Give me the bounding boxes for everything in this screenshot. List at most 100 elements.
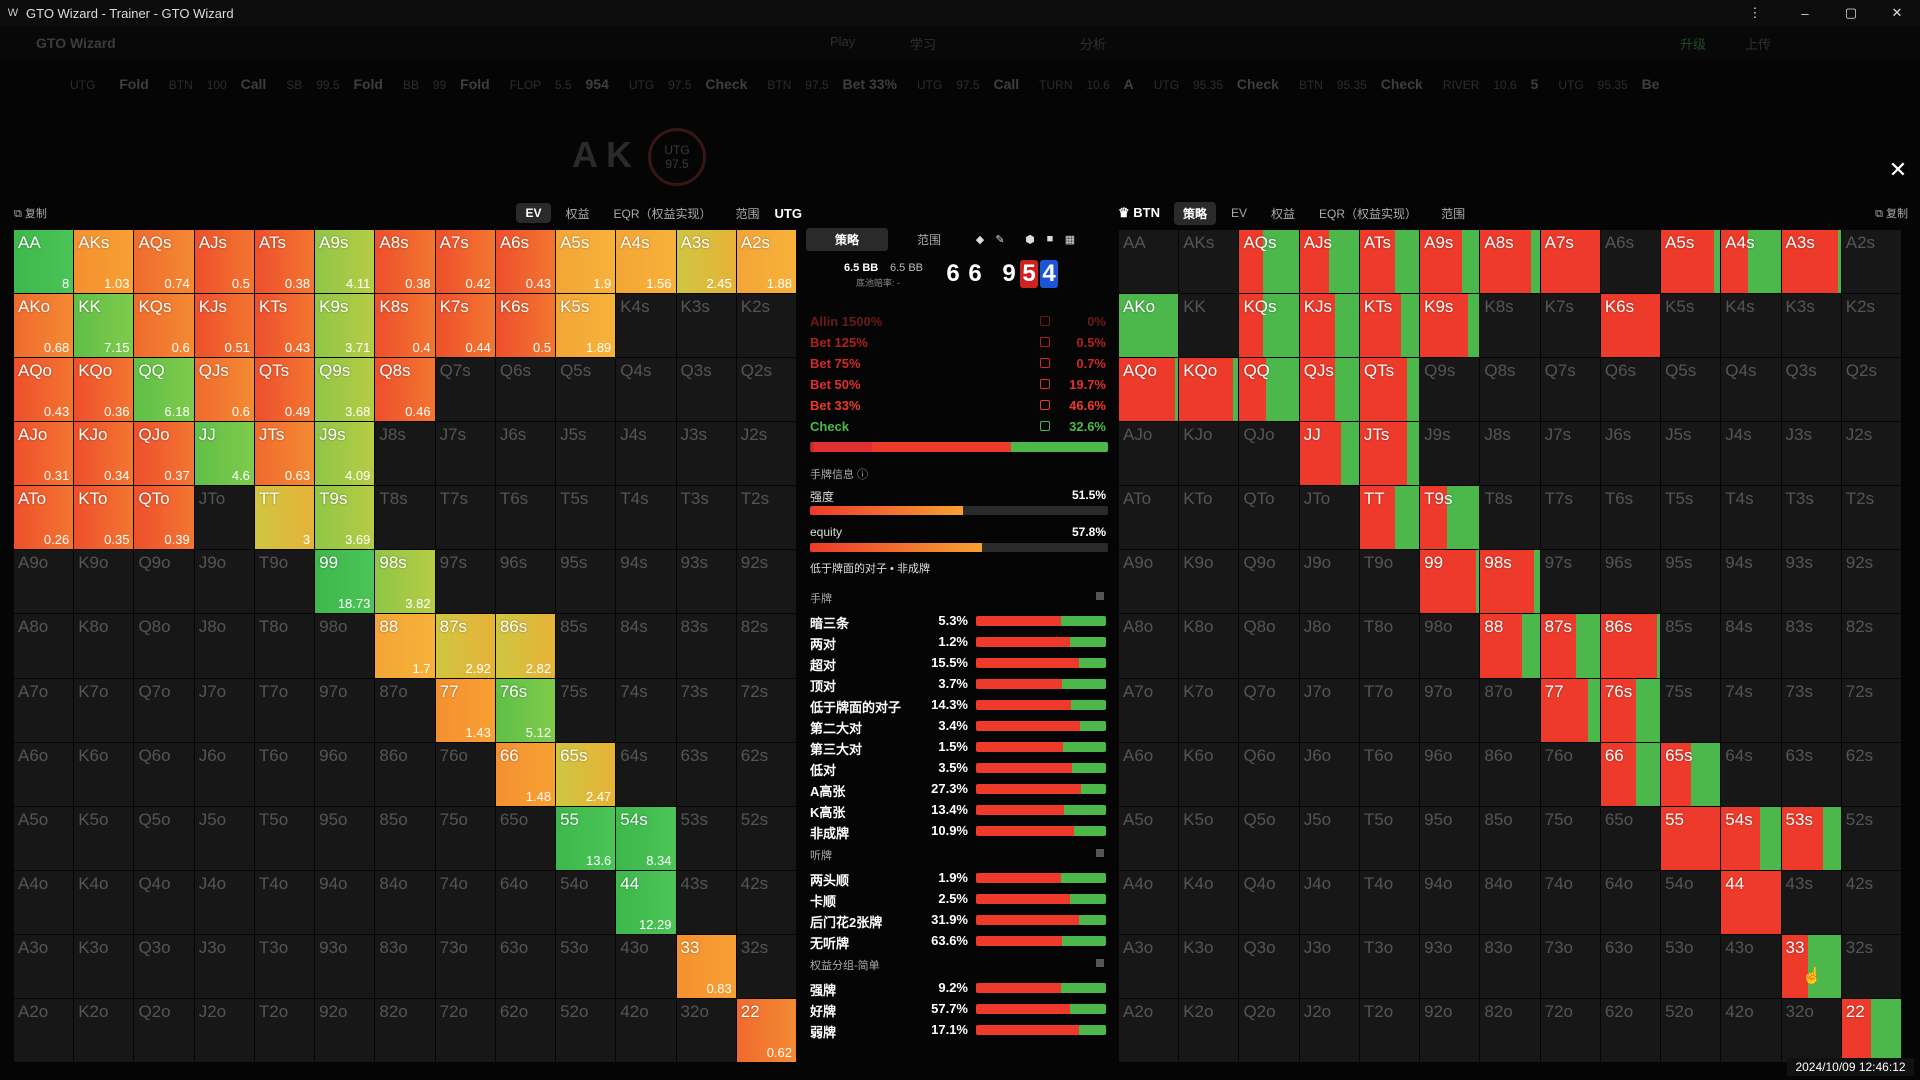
hand-cell-Q4s[interactable]: Q4s <box>1721 358 1781 422</box>
hand-cell-62s[interactable]: 62s <box>1841 742 1901 806</box>
hand-cell-Q7s[interactable]: Q7s <box>435 358 495 422</box>
hand-cell-AQs[interactable]: AQs 0.74 <box>134 230 194 294</box>
hand-cell-Q6s[interactable]: Q6s <box>1600 358 1661 422</box>
hand-cell-82o[interactable]: 82o <box>375 998 435 1062</box>
action-row-3[interactable]: Bet 50% 19.7% <box>806 375 1112 396</box>
hand-cell-J6o[interactable]: J6o <box>194 742 254 806</box>
hand-cell-94s[interactable]: 94s <box>1721 550 1781 614</box>
hand-cell-T2s[interactable]: T2s <box>1841 486 1901 550</box>
edit-icon[interactable]: ✎ <box>995 233 1005 246</box>
category-row[interactable]: 后门花2张牌 31.9% <box>810 909 1108 930</box>
hand-cell-43o[interactable]: 43o <box>616 934 676 998</box>
category-row[interactable]: 低对 3.5% <box>810 757 1108 778</box>
hand-cell-A4o[interactable]: A4o <box>14 870 74 934</box>
hand-cell-KK[interactable]: KK <box>1179 294 1239 358</box>
hand-cell-JJ[interactable]: JJ <box>1299 422 1359 486</box>
hand-cell-K5o[interactable]: K5o <box>1179 806 1239 870</box>
hand-cell-J2o[interactable]: J2o <box>1299 998 1359 1062</box>
hand-cell-AKs[interactable]: AKs <box>1179 230 1239 294</box>
grid-icon[interactable]: ▦ <box>1064 233 1076 246</box>
action-step-2[interactable]: SB 99.5 Fold <box>286 76 393 92</box>
hand-cell-J8s[interactable]: J8s <box>1480 422 1540 486</box>
hand-cell-T4o[interactable]: T4o <box>1359 870 1420 934</box>
hand-cell-J5s[interactable]: J5s <box>556 422 616 486</box>
close-overlay-icon[interactable]: ✕ <box>1888 157 1908 182</box>
hand-cell-J2o[interactable]: J2o <box>194 998 254 1062</box>
action-step-10[interactable]: BTN 95.35 Check <box>1299 76 1433 92</box>
hand-cell-72s[interactable]: 72s <box>1841 678 1901 742</box>
hand-cell-T9s[interactable]: T9s <box>1420 486 1480 550</box>
category-row[interactable]: 两头顺 1.9% <box>810 867 1108 888</box>
hand-cell-87o[interactable]: 87o <box>1480 678 1540 742</box>
hand-cell-82s[interactable]: 82s <box>1841 614 1901 678</box>
hand-cell-K5o[interactable]: K5o <box>74 806 134 870</box>
hand-cell-76s[interactable]: 76s <box>1600 678 1661 742</box>
hand-cell-72o[interactable]: 72o <box>1540 998 1600 1062</box>
hand-cell-T6s[interactable]: T6s <box>495 486 556 550</box>
hand-cell-AA[interactable]: AA <box>1119 230 1179 294</box>
action-step-8[interactable]: TURN 10.6 A <box>1039 76 1144 92</box>
hand-cell-T3s[interactable]: T3s <box>1781 486 1841 550</box>
hand-cell-74o[interactable]: 74o <box>435 870 495 934</box>
tab-eqr-left[interactable]: EQR（权益实现） <box>613 206 712 221</box>
hand-cell-A7s[interactable]: A7s <box>1540 230 1600 294</box>
hand-cell-87s[interactable]: 87s <box>1540 614 1600 678</box>
hand-cell-A3o[interactable]: A3o <box>1119 934 1179 998</box>
hand-cell-53s[interactable]: 53s <box>676 806 736 870</box>
action-row-4[interactable]: Bet 33% 46.6% <box>806 396 1112 417</box>
hand-cell-Q3s[interactable]: Q3s <box>676 358 736 422</box>
action-step-0[interactable]: UTG Fold <box>70 76 159 92</box>
hand-cell-J5s[interactable]: J5s <box>1661 422 1721 486</box>
hand-cell-A8o[interactable]: A8o <box>1119 614 1179 678</box>
hand-cell-33[interactable]: 33 <box>1781 934 1841 998</box>
action-step-12[interactable]: UTG 95.35 Be <box>1558 76 1669 92</box>
category-row[interactable]: 好牌 57.7% <box>810 998 1108 1019</box>
hand-cell-97s[interactable]: 97s <box>435 550 495 614</box>
hand-cell-85s[interactable]: 85s <box>1661 614 1721 678</box>
category-row[interactable]: K高张 13.4% <box>810 799 1108 820</box>
hand-cell-A2s[interactable]: A2s 1.88 <box>736 230 796 294</box>
hand-cell-T7s[interactable]: T7s <box>435 486 495 550</box>
hand-cell-A5o[interactable]: A5o <box>1119 806 1179 870</box>
hand-cell-83s[interactable]: 83s <box>1781 614 1841 678</box>
hand-cell-88[interactable]: 88 1.7 <box>375 614 435 678</box>
hand-cell-K9s[interactable]: K9s 3.71 <box>315 294 375 358</box>
hand-cell-AJs[interactable]: AJs 0.5 <box>194 230 254 294</box>
hand-cell-82s[interactable]: 82s <box>736 614 796 678</box>
hand-cell-74s[interactable]: 74s <box>1721 678 1781 742</box>
hand-cell-Q8s[interactable]: Q8s <box>1480 358 1540 422</box>
hand-cell-J6s[interactable]: J6s <box>495 422 556 486</box>
hand-cell-TT[interactable]: TT <box>1359 486 1420 550</box>
hand-cell-Q4s[interactable]: Q4s <box>616 358 676 422</box>
hand-cell-85o[interactable]: 85o <box>375 806 435 870</box>
hand-cell-87o[interactable]: 87o <box>375 678 435 742</box>
tab-mid-strategy[interactable]: 策略 <box>806 227 888 251</box>
hand-cell-K9o[interactable]: K9o <box>1179 550 1239 614</box>
hand-cell-KQo[interactable]: KQo 0.36 <box>74 358 134 422</box>
hand-cell-J9o[interactable]: J9o <box>1299 550 1359 614</box>
category-row[interactable]: 暗三条 5.3% <box>810 610 1108 631</box>
category-row[interactable]: 无听牌 63.6% <box>810 930 1108 951</box>
hand-cell-T7o[interactable]: T7o <box>254 678 315 742</box>
hand-cell-A7o[interactable]: A7o <box>14 678 74 742</box>
hand-cell-A7s[interactable]: A7s 0.42 <box>435 230 495 294</box>
hand-cell-84s[interactable]: 84s <box>1721 614 1781 678</box>
hand-cell-K4o[interactable]: K4o <box>74 870 134 934</box>
hand-cell-65o[interactable]: 65o <box>495 806 556 870</box>
hand-cell-92s[interactable]: 92s <box>736 550 796 614</box>
hand-cell-T2o[interactable]: T2o <box>254 998 315 1062</box>
hand-cell-A9o[interactable]: A9o <box>1119 550 1179 614</box>
hand-cell-94s[interactable]: 94s <box>616 550 676 614</box>
hand-cell-T8o[interactable]: T8o <box>254 614 315 678</box>
hand-cell-A9o[interactable]: A9o <box>14 550 74 614</box>
hand-cell-43s[interactable]: 43s <box>676 870 736 934</box>
hand-cell-32s[interactable]: 32s <box>1841 934 1901 998</box>
hand-cell-Q6s[interactable]: Q6s <box>495 358 556 422</box>
hand-cell-KJs[interactable]: KJs <box>1299 294 1359 358</box>
hand-cell-63s[interactable]: 63s <box>1781 742 1841 806</box>
hand-cell-Q5o[interactable]: Q5o <box>134 806 194 870</box>
hand-cell-T5o[interactable]: T5o <box>1359 806 1420 870</box>
hand-cell-K6s[interactable]: K6s <box>1600 294 1661 358</box>
category-row[interactable]: 弱牌 17.1% <box>810 1019 1108 1040</box>
hand-cell-95o[interactable]: 95o <box>315 806 375 870</box>
